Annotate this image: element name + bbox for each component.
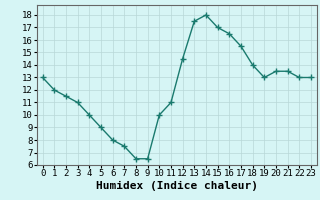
X-axis label: Humidex (Indice chaleur): Humidex (Indice chaleur) bbox=[96, 181, 258, 191]
